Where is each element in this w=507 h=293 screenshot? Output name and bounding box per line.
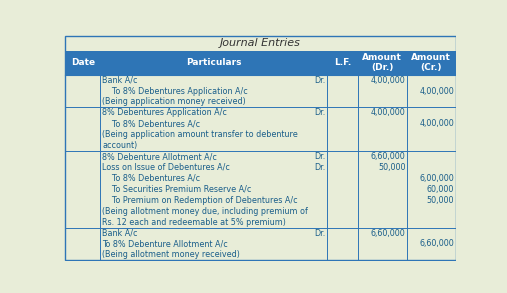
- Text: L.F.: L.F.: [334, 58, 351, 67]
- Text: Date: Date: [71, 58, 95, 67]
- Text: Dr.: Dr.: [314, 229, 325, 238]
- Text: 8% Debenture Allotment A/c: 8% Debenture Allotment A/c: [102, 152, 217, 161]
- Text: 4,00,000: 4,00,000: [371, 76, 406, 85]
- Text: 4,00,000: 4,00,000: [420, 86, 454, 96]
- Text: (Being application money received): (Being application money received): [102, 98, 246, 106]
- Text: To 8% Debentures Application A/c: To 8% Debentures Application A/c: [102, 86, 248, 96]
- Text: 50,000: 50,000: [378, 163, 406, 172]
- Bar: [65, 75, 455, 260]
- Text: Amount
(Cr.): Amount (Cr.): [411, 53, 451, 72]
- Text: To 8% Debentures A/c: To 8% Debentures A/c: [102, 174, 200, 183]
- Text: Dr.: Dr.: [314, 108, 325, 117]
- Text: Bank A/c: Bank A/c: [102, 76, 137, 85]
- Text: 6,60,000: 6,60,000: [420, 239, 454, 248]
- Text: 4,00,000: 4,00,000: [420, 119, 454, 128]
- Text: Dr.: Dr.: [314, 76, 325, 85]
- Text: 60,000: 60,000: [427, 185, 454, 194]
- Text: 50,000: 50,000: [427, 196, 454, 205]
- Text: Rs. 12 each and redeemable at 5% premium): Rs. 12 each and redeemable at 5% premium…: [102, 218, 286, 226]
- Bar: [65, 51, 455, 75]
- Text: Journal Entries: Journal Entries: [220, 38, 300, 48]
- Text: Amount
(Dr.): Amount (Dr.): [363, 53, 402, 72]
- Text: Dr.: Dr.: [314, 152, 325, 161]
- Text: (Being allotment money received): (Being allotment money received): [102, 250, 240, 259]
- Text: Loss on Issue of Debentures A/c: Loss on Issue of Debentures A/c: [102, 163, 230, 172]
- Text: Dr.: Dr.: [314, 163, 325, 172]
- Text: (Being allotment money due, including premium of: (Being allotment money due, including pr…: [102, 207, 308, 216]
- Text: To Premium on Redemption of Debentures A/c: To Premium on Redemption of Debentures A…: [102, 196, 298, 205]
- Text: 4,00,000: 4,00,000: [371, 108, 406, 117]
- Text: To Securities Premium Reserve A/c: To Securities Premium Reserve A/c: [102, 185, 251, 194]
- Text: 8% Debentures Application A/c: 8% Debentures Application A/c: [102, 108, 227, 117]
- Text: Particulars: Particulars: [186, 58, 241, 67]
- Text: Bank A/c: Bank A/c: [102, 229, 137, 238]
- Text: 6,60,000: 6,60,000: [371, 229, 406, 238]
- Text: To 8% Debentures A/c: To 8% Debentures A/c: [102, 119, 200, 128]
- Text: To 8% Debenture Allotment A/c: To 8% Debenture Allotment A/c: [102, 239, 228, 248]
- Text: account): account): [102, 141, 137, 150]
- Text: 6,00,000: 6,00,000: [420, 174, 454, 183]
- Text: (Being application amount transfer to debenture: (Being application amount transfer to de…: [102, 130, 298, 139]
- Text: 6,60,000: 6,60,000: [371, 152, 406, 161]
